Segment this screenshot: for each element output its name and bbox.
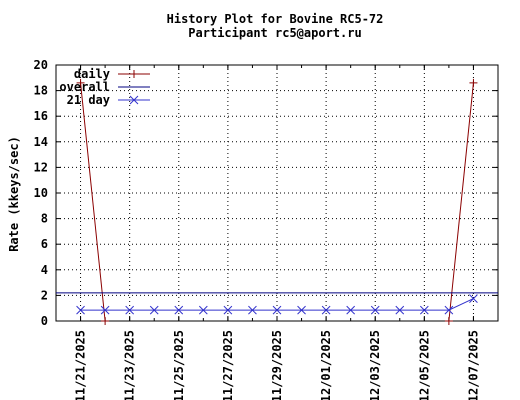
data-point — [76, 78, 85, 87]
chart-title: History Plot for Bovine RC5-72 — [167, 12, 384, 26]
data-point — [469, 294, 478, 303]
axes: 0 2 4 6 8 10 12 14 16 18 20 11/21/2025 11/23/2025 11/… — [34, 58, 499, 400]
data-point — [100, 305, 110, 315]
y-tick-label: 2 — [41, 288, 48, 302]
data-point — [149, 305, 159, 315]
y-tick-label: 18 — [34, 84, 48, 98]
data-point — [130, 70, 138, 78]
chart-subtitle: Participant rc5@aport.ru — [188, 26, 361, 40]
y-tick-label: 10 — [34, 186, 48, 200]
x-tick-label: 12/05/2025 — [417, 330, 431, 400]
y-tick-label: 14 — [34, 135, 48, 149]
series-layer — [56, 78, 498, 325]
data-point — [419, 305, 429, 315]
data-point — [76, 305, 85, 315]
y-tick-label: 8 — [41, 212, 48, 226]
data-point — [370, 305, 380, 315]
data-point — [272, 305, 282, 315]
data-point — [174, 305, 184, 315]
y-axis-label: Rate (kkeys/sec) — [7, 136, 21, 252]
data-point — [223, 305, 233, 315]
data-point — [198, 305, 208, 315]
series-line — [80, 298, 474, 311]
data-point — [101, 317, 110, 325]
data-point — [297, 305, 306, 315]
grid — [56, 65, 498, 321]
legend-label: daily — [74, 67, 110, 81]
x-tick-label: 11/25/2025 — [172, 330, 186, 400]
data-point — [248, 305, 257, 315]
data-point — [395, 305, 405, 315]
data-point — [321, 305, 331, 315]
x-tick-label: 11/29/2025 — [270, 330, 284, 400]
x-tick-label: 12/01/2025 — [319, 330, 333, 400]
data-point — [444, 305, 454, 315]
x-tick-label: 12/07/2025 — [466, 330, 480, 400]
y-tick-label: 12 — [34, 160, 48, 174]
series-line — [80, 82, 106, 322]
data-point — [444, 317, 453, 325]
y-tick-label: 0 — [41, 314, 48, 328]
x-tick-label: 11/27/2025 — [221, 330, 235, 400]
y-tick-label: 4 — [41, 263, 48, 277]
x-tick-label: 11/21/2025 — [74, 330, 88, 400]
data-point — [346, 305, 356, 315]
series-line — [448, 82, 474, 322]
y-tick-label: 20 — [34, 58, 48, 72]
y-tick-label: 6 — [41, 237, 48, 251]
data-point — [469, 78, 478, 87]
legend-label: 21 day — [67, 93, 110, 107]
x-tick-label: 11/23/2025 — [123, 330, 137, 400]
data-point — [125, 305, 135, 315]
x-tick-label: 12/03/2025 — [368, 330, 382, 400]
legend-label: overall — [59, 80, 110, 94]
data-point — [129, 95, 139, 105]
y-tick-label: 16 — [34, 109, 48, 123]
